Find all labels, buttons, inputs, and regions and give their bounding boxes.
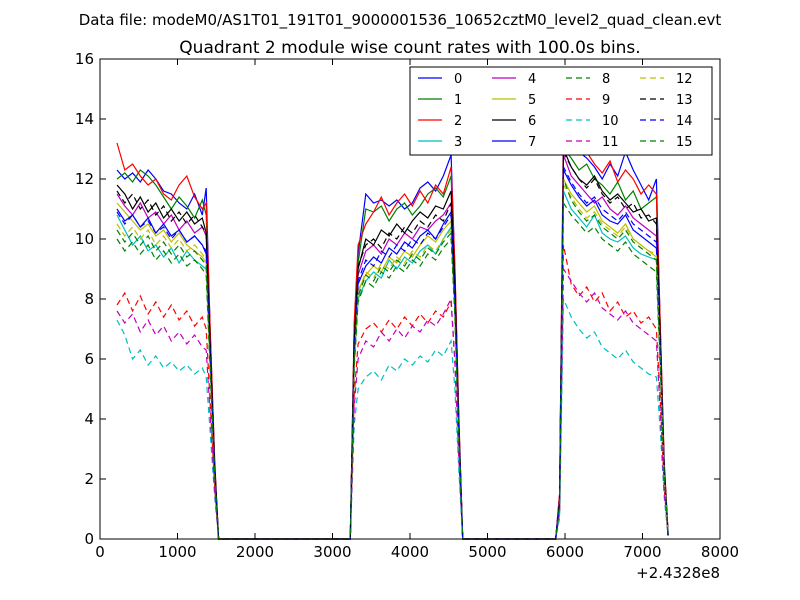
- y-tick-label: 14: [75, 110, 94, 128]
- x-tick-label: 5000: [468, 543, 506, 561]
- legend-label-5: 5: [528, 93, 536, 108]
- y-tick-label: 12: [75, 170, 94, 188]
- x-tick-label: 1000: [158, 543, 196, 561]
- y-tick-label: 16: [75, 50, 94, 68]
- legend-label-11: 11: [602, 135, 619, 150]
- x-tick-label: 8000: [701, 543, 739, 561]
- series-line-12: [116, 182, 669, 540]
- series-line-13: [116, 151, 669, 540]
- legend-label-15: 15: [676, 135, 693, 150]
- series-line-4: [116, 154, 669, 540]
- legend-label-10: 10: [602, 114, 619, 129]
- y-tick-label: 8: [84, 290, 94, 308]
- legend-label-14: 14: [676, 114, 693, 129]
- series-line-11: [116, 267, 669, 540]
- x-tick-label: 6000: [546, 543, 584, 561]
- legend-label-2: 2: [454, 114, 462, 129]
- x-tick-label: 2000: [236, 543, 274, 561]
- x-tick-label: 3000: [313, 543, 351, 561]
- series-line-15: [116, 178, 669, 540]
- series-line-14: [116, 166, 669, 540]
- x-offset-label: +2.4328e8: [636, 564, 720, 582]
- series-line-9: [116, 244, 669, 540]
- series-line-8: [116, 200, 669, 540]
- legend-box: [409, 66, 713, 156]
- legend-label-13: 13: [676, 93, 693, 108]
- series-line-5: [116, 178, 669, 540]
- legend-label-1: 1: [454, 93, 462, 108]
- x-tick-label: 7000: [623, 543, 661, 561]
- legend-label-4: 4: [528, 72, 536, 87]
- series-line-2: [116, 118, 669, 540]
- x-tick-label: 0: [95, 543, 105, 561]
- legend-label-6: 6: [528, 114, 536, 129]
- y-tick-label: 2: [84, 470, 94, 488]
- axes: 0 1000 2000 3000 4000 5000 6000 7000 80000246810…: [75, 50, 739, 561]
- legend-label-9: 9: [602, 93, 610, 108]
- series-line-3: [116, 190, 669, 540]
- y-tick-label: 4: [84, 410, 94, 428]
- legend-label-12: 12: [676, 72, 693, 87]
- y-tick-label: 0: [84, 530, 94, 548]
- series-line-10: [116, 298, 669, 540]
- series-line-1: [116, 147, 669, 540]
- y-tick-label: 6: [84, 350, 94, 368]
- series-line-0: [116, 133, 669, 540]
- y-tick-label: 10: [75, 230, 94, 248]
- chart-title: Quadrant 2 module wise count rates with …: [179, 38, 640, 58]
- data-file-header: Data file: modeM0/AS1T01_191T01_90000015…: [79, 11, 722, 30]
- legend-label-0: 0: [454, 72, 462, 87]
- legend-label-3: 3: [454, 135, 462, 150]
- plot-area: [116, 118, 669, 540]
- x-tick-label: 4000: [391, 543, 429, 561]
- legend-label-7: 7: [528, 135, 536, 150]
- legend-label-8: 8: [602, 72, 610, 87]
- series-line-6: [116, 148, 669, 540]
